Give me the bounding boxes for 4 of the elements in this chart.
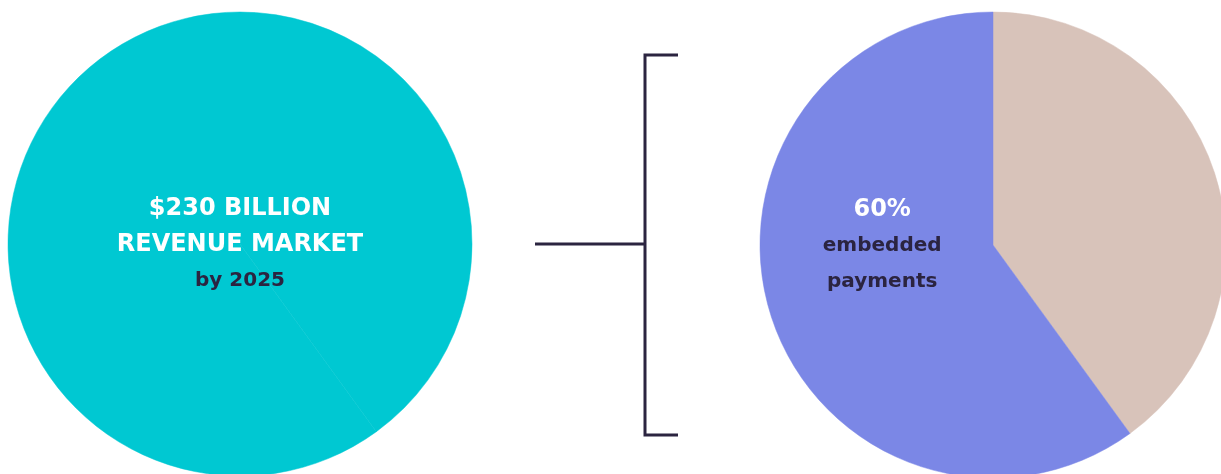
text: $230 BILLION REVENUE MARKET [116,193,364,257]
data-label: 60% [853,194,911,222]
text: by 2025 [195,266,285,291]
slice-label: embedded payments [822,231,942,292]
